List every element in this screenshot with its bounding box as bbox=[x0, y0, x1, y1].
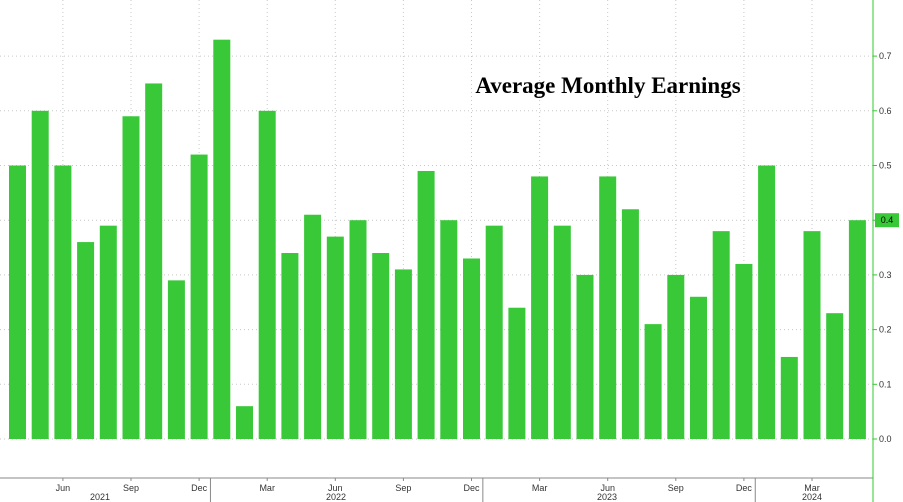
bar bbox=[690, 297, 707, 439]
bar bbox=[781, 357, 798, 439]
bar bbox=[259, 111, 276, 439]
bar bbox=[213, 40, 230, 439]
bar bbox=[713, 231, 730, 439]
bar bbox=[54, 166, 71, 440]
bar bbox=[191, 155, 208, 439]
chart-title: Average Monthly Earnings bbox=[475, 73, 740, 98]
bar bbox=[145, 83, 162, 439]
x-tick-label: Sep bbox=[395, 483, 411, 493]
bar bbox=[849, 220, 866, 439]
bar bbox=[281, 253, 298, 439]
bar bbox=[372, 253, 389, 439]
x-tick-label: Sep bbox=[123, 483, 139, 493]
bar bbox=[531, 176, 548, 439]
bar bbox=[577, 275, 594, 439]
x-tick-label: Dec bbox=[736, 483, 753, 493]
bars bbox=[9, 40, 866, 439]
bar bbox=[418, 171, 435, 439]
x-tick-label: Mar bbox=[532, 483, 548, 493]
bar bbox=[395, 269, 412, 439]
bar bbox=[554, 226, 571, 439]
y-tick-label: 0.7 bbox=[879, 51, 892, 61]
bar bbox=[32, 111, 49, 439]
bar bbox=[622, 209, 639, 439]
x-tick-label: Dec bbox=[463, 483, 480, 493]
bar bbox=[77, 242, 94, 439]
bar bbox=[599, 176, 616, 439]
year-label: 2023 bbox=[597, 492, 617, 502]
bar bbox=[804, 231, 821, 439]
last-value-label: 0.4 bbox=[881, 215, 894, 225]
bar bbox=[463, 258, 480, 439]
bar bbox=[350, 220, 367, 439]
bar bbox=[440, 220, 457, 439]
bar bbox=[486, 226, 503, 439]
bar bbox=[645, 324, 662, 439]
x-tick-label: Jun bbox=[56, 483, 71, 493]
y-tick-label: 0.1 bbox=[879, 379, 892, 389]
year-label: 2022 bbox=[326, 492, 346, 502]
bar bbox=[304, 215, 321, 439]
bar bbox=[100, 226, 117, 439]
y-tick-label: 0.3 bbox=[879, 270, 892, 280]
y-tick-label: 0.2 bbox=[879, 325, 892, 335]
bar bbox=[168, 280, 185, 439]
y-tick-label: 0.0 bbox=[879, 434, 892, 444]
x-tick-label: Sep bbox=[668, 483, 684, 493]
y-tick-label: 0.6 bbox=[879, 106, 892, 116]
bar bbox=[758, 166, 775, 440]
bar bbox=[327, 237, 344, 439]
bar bbox=[123, 116, 140, 439]
year-label: 2021 bbox=[90, 492, 110, 502]
bar bbox=[735, 264, 752, 439]
bar bbox=[826, 313, 843, 439]
x-tick-label: Mar bbox=[259, 483, 275, 493]
x-tick-label: Dec bbox=[191, 483, 208, 493]
bar bbox=[508, 308, 525, 439]
bar bbox=[9, 166, 26, 440]
bar bbox=[667, 275, 684, 439]
bar bbox=[236, 406, 253, 439]
y-tick-label: 0.5 bbox=[879, 161, 892, 171]
year-label: 2024 bbox=[802, 492, 822, 502]
